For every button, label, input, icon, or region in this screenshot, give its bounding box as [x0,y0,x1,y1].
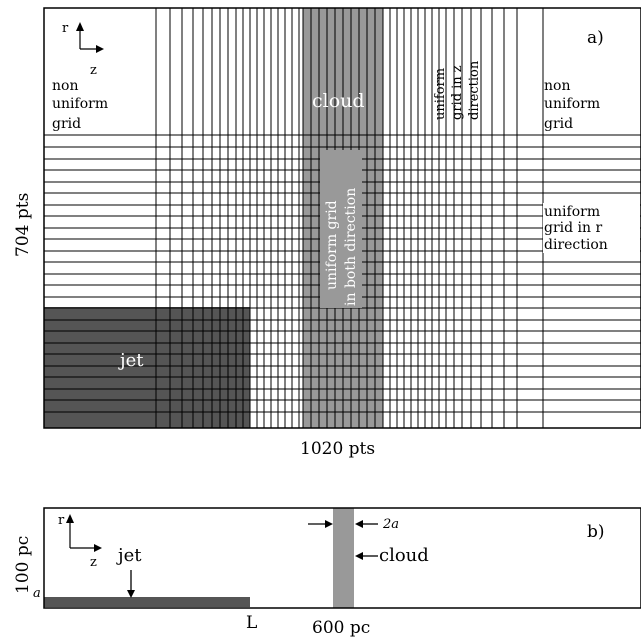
jet-label-b: jet [116,545,142,566]
panel-b: r z jet 2a cloud b) a L 600 pc 100 pc [13,507,641,638]
length-label: 600 pc [312,618,370,638]
svg-text:non: non [544,78,570,94]
jet-label-a: jet [118,350,144,371]
axis-r-label: r [62,21,69,36]
right-nonuniform-note: non uniform grid [544,78,600,132]
two-a-arrows [308,520,378,528]
axis-indicator-b: r z [58,513,102,570]
svg-text:uniform: uniform [433,68,448,120]
svg-text:uniform: uniform [544,96,600,112]
jet-region [44,307,250,428]
height-label: 704 pts [13,193,33,257]
L-label: L [246,613,257,633]
svg-text:grid: grid [52,116,81,132]
cloud-arrow [355,552,378,560]
svg-text:grid: grid [544,116,573,132]
grid-lines [44,8,641,428]
width-label: 1020 pts [300,439,375,459]
svg-text:non: non [52,78,78,94]
jet-arrow [127,570,135,598]
panel-a: r z a) non uniform grid non uniform grid… [13,7,641,459]
svg-text:grid in r: grid in r [544,220,602,236]
axis-indicator-a: r z [62,21,104,78]
axis-z-label-b: z [90,555,97,570]
svg-text:direction: direction [467,60,482,120]
jet-bar [44,597,250,607]
uniform-z-note: uniform grid in z direction [433,60,482,120]
height-label-b: 100 pc [13,536,33,594]
svg-text:uniform: uniform [544,204,600,220]
svg-text:grid in z: grid in z [450,65,465,120]
axis-r-label-b: r [58,513,65,528]
panel-a-frame [43,7,641,429]
uniform-both-note: uniform grid in both direction [320,150,362,308]
cloud-label-b: cloud [379,545,429,566]
panel-b-frame [43,507,641,609]
panel-b-label: b) [587,522,605,542]
uniform-r-note: uniform grid in r direction [543,203,640,253]
two-a-label: 2a [382,517,399,532]
svg-text:in both direction: in both direction [343,188,359,306]
a-label: a [33,586,41,601]
svg-text:uniform grid: uniform grid [324,200,340,290]
axis-z-label: z [90,63,97,78]
cloud-label-a: cloud [312,90,365,112]
left-nonuniform-note: non uniform grid [52,78,108,132]
cloud-bar [333,508,354,608]
panel-a-label: a) [587,28,604,48]
svg-text:uniform: uniform [52,96,108,112]
svg-text:direction: direction [544,237,608,253]
